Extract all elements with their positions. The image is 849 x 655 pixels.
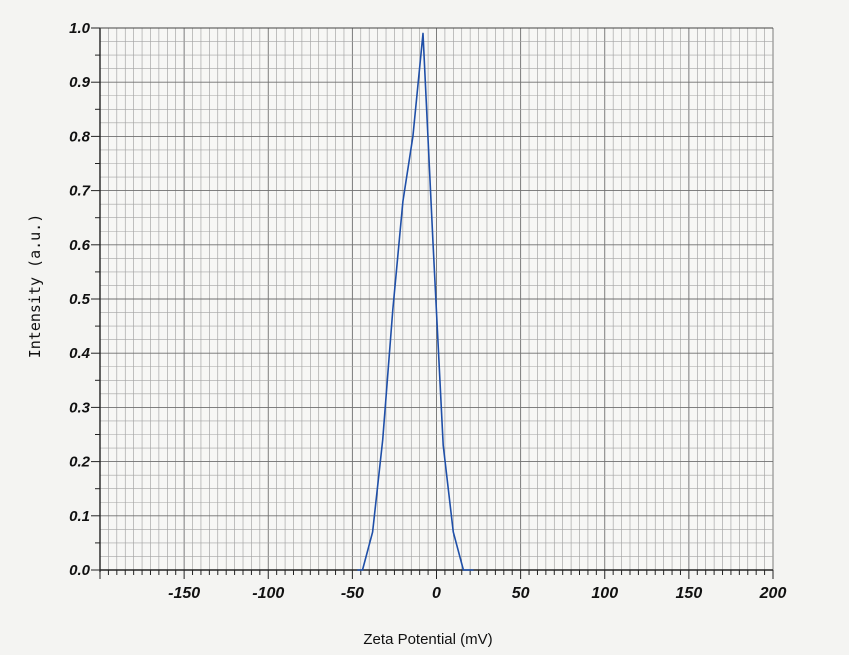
y-tick-label: 0.7 (69, 183, 91, 200)
y-tick-label: 0.3 (69, 399, 91, 416)
y-tick-labels: 0.0 0.1 0.2 0.3 0.4 0.5 0.6 0.7 0.8 0.9 1.0 (69, 20, 91, 579)
y-tick-label: 0.4 (69, 345, 91, 362)
x-tick-label: -50 (341, 585, 364, 602)
y-tick-label: 0.9 (69, 74, 91, 91)
x-tick-label: 0 (432, 585, 441, 602)
y-tick-label: 0.8 (69, 128, 91, 145)
x-tick-label: -150 (168, 585, 200, 602)
x-tick-label: 50 (512, 585, 530, 602)
y-tick-label: 0.6 (69, 237, 91, 254)
y-axis-label: Intensity (a.u.) (26, 214, 44, 359)
y-tick-label: 0.2 (69, 454, 91, 471)
x-tick-label: 150 (676, 585, 703, 602)
x-tick-labels: -150 -100 -50 0 50 100 150 200 (168, 585, 786, 602)
y-tick-label: 0.0 (69, 562, 91, 579)
x-tick-label: -100 (252, 585, 284, 602)
y-tick-label: 0.5 (69, 291, 91, 308)
series-layer (357, 32, 474, 571)
axes (91, 27, 774, 579)
x-tick-label: 100 (591, 585, 618, 602)
x-axis-label: Zeta Potential (mV) (363, 631, 492, 648)
grid (99, 27, 774, 571)
y-tick-label: 0.1 (69, 508, 90, 525)
x-tick-label: 200 (759, 585, 787, 602)
series-line (357, 32, 474, 571)
y-tick-label: 1.0 (69, 20, 91, 37)
